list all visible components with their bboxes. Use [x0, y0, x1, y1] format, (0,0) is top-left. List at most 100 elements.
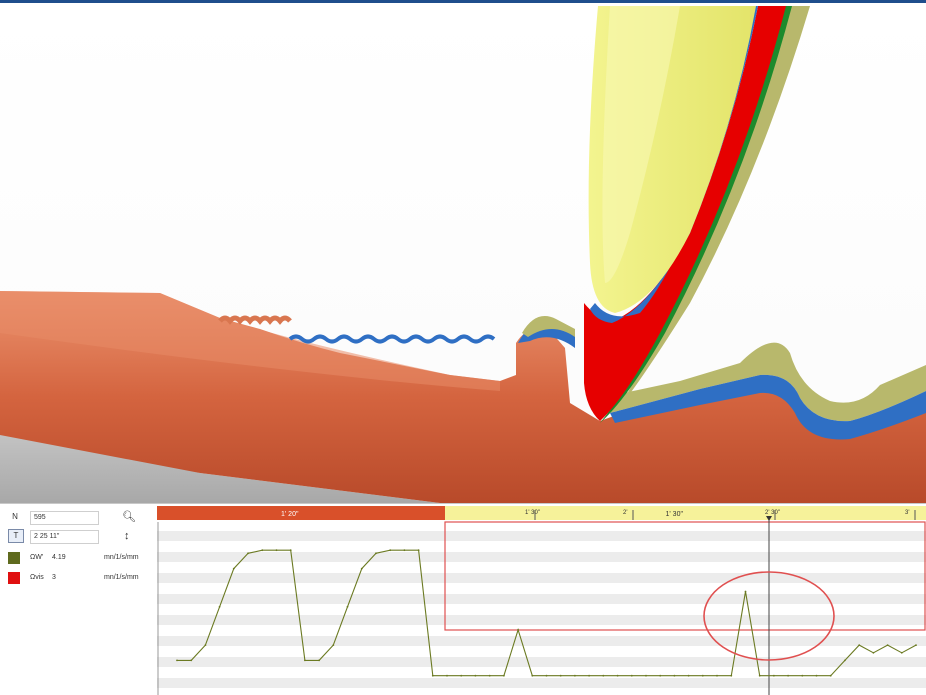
series-point — [829, 674, 832, 677]
series-point — [787, 674, 789, 677]
series-point — [176, 659, 178, 662]
series-point — [701, 674, 704, 677]
cursor-head — [766, 516, 772, 521]
series-point — [417, 549, 420, 552]
series-point — [630, 674, 633, 677]
ridge-bumps — [218, 315, 292, 325]
series-point — [403, 549, 406, 552]
series-point — [275, 549, 278, 552]
series-point — [517, 628, 519, 631]
timeline-segment — [157, 506, 445, 520]
series-point — [716, 674, 718, 677]
series-point — [360, 567, 363, 570]
series-point — [801, 674, 804, 677]
series-value: 3 — [52, 574, 56, 581]
t-key[interactable]: T — [8, 529, 24, 543]
series-point — [574, 674, 576, 677]
series-point — [204, 644, 207, 646]
series-color-swatch[interactable] — [8, 552, 20, 564]
series-point — [232, 567, 235, 570]
grid-band — [157, 531, 926, 541]
series-point — [744, 590, 747, 593]
n-row: N — [8, 510, 22, 524]
series-point — [858, 644, 861, 646]
series-point — [872, 651, 875, 654]
series-point — [645, 674, 647, 677]
series-point — [815, 674, 818, 677]
t-field[interactable]: 2 25 11" — [30, 530, 99, 544]
series-point — [844, 659, 846, 662]
timeline-tick-label: 3' — [905, 510, 909, 516]
timeline-tick-label: 2' 30" — [765, 510, 780, 516]
series-point — [431, 674, 434, 677]
series-point — [900, 651, 903, 654]
n-field[interactable]: 595 — [30, 511, 99, 525]
series-unit: mn/1/s/mm — [104, 574, 139, 581]
series-point — [304, 659, 306, 662]
series-label: ΩW' — [30, 554, 44, 561]
series-point — [531, 674, 534, 677]
series-point — [758, 674, 761, 677]
grid-band — [157, 657, 926, 667]
grid-band — [157, 552, 926, 562]
series-point — [602, 674, 605, 677]
series-point — [332, 644, 335, 646]
series-point — [673, 674, 676, 677]
grid-band — [157, 594, 926, 604]
bottom-panel: N 595 🔍︎ T 2 25 11" ↕ ΩW' 4.19 mn/1/s/mm… — [0, 503, 926, 695]
3d-simulation-view[interactable] — [0, 3, 926, 503]
right-profile-blue — [610, 374, 926, 440]
series-point — [218, 605, 221, 608]
shaft-top-surface — [0, 291, 500, 391]
plot-background — [157, 522, 926, 695]
series-point — [915, 644, 917, 646]
shaft-shadow — [0, 421, 440, 503]
tool-red-layer — [584, 6, 786, 421]
series-point — [190, 659, 193, 662]
step-icon[interactable]: ↕ — [124, 530, 130, 542]
legend-row-1 — [8, 551, 20, 565]
highlight-box — [444, 521, 926, 631]
timeline-chart[interactable]: 1' 20" 1' 30" 1' 30" 2' 2' 30" 3' — [157, 504, 926, 695]
series-point — [687, 674, 690, 677]
series-color-swatch[interactable] — [8, 572, 20, 584]
grid-band — [157, 636, 926, 646]
window-top-border — [0, 0, 926, 3]
timeline-segment-label: 1' 30" — [666, 511, 684, 518]
series-point — [346, 605, 349, 608]
series-point — [773, 674, 775, 677]
grid-band — [157, 615, 926, 625]
series-point — [659, 674, 662, 677]
series-point — [730, 674, 733, 677]
series-point — [488, 674, 491, 677]
t-row: T — [8, 529, 24, 543]
legend-row-2 — [8, 571, 20, 585]
grid-band — [157, 573, 926, 583]
timeline-segment — [445, 506, 926, 520]
timeline-tick-label: 1' 30" — [525, 510, 540, 516]
side-panel: N 595 🔍︎ T 2 25 11" ↕ ΩW' 4.19 mn/1/s/mm… — [0, 504, 155, 695]
timeline-tick-label: 2' — [623, 510, 627, 516]
tool-yellow-highlight — [602, 6, 680, 283]
series-point — [318, 659, 320, 662]
collar-rim-olive — [522, 316, 575, 337]
series-point — [588, 674, 590, 677]
series-point — [247, 552, 249, 555]
series-point — [289, 549, 292, 552]
n-key: N — [12, 512, 18, 521]
series-point — [616, 674, 619, 677]
grid-band — [157, 678, 926, 688]
series-point — [545, 674, 548, 677]
search-icon[interactable]: 🔍︎ — [122, 511, 136, 523]
series-value: 4.19 — [52, 554, 66, 561]
right-profile-olive — [600, 342, 926, 422]
cut-edge-left — [288, 334, 496, 344]
series-point — [559, 674, 562, 677]
series-point — [375, 552, 377, 555]
series-point — [503, 674, 505, 677]
timeline-segment-label: 1' 20" — [281, 511, 299, 518]
series-point — [460, 674, 463, 677]
series-point — [474, 674, 477, 677]
series-unit: mn/1/s/mm — [104, 554, 139, 561]
series-point — [261, 549, 264, 552]
